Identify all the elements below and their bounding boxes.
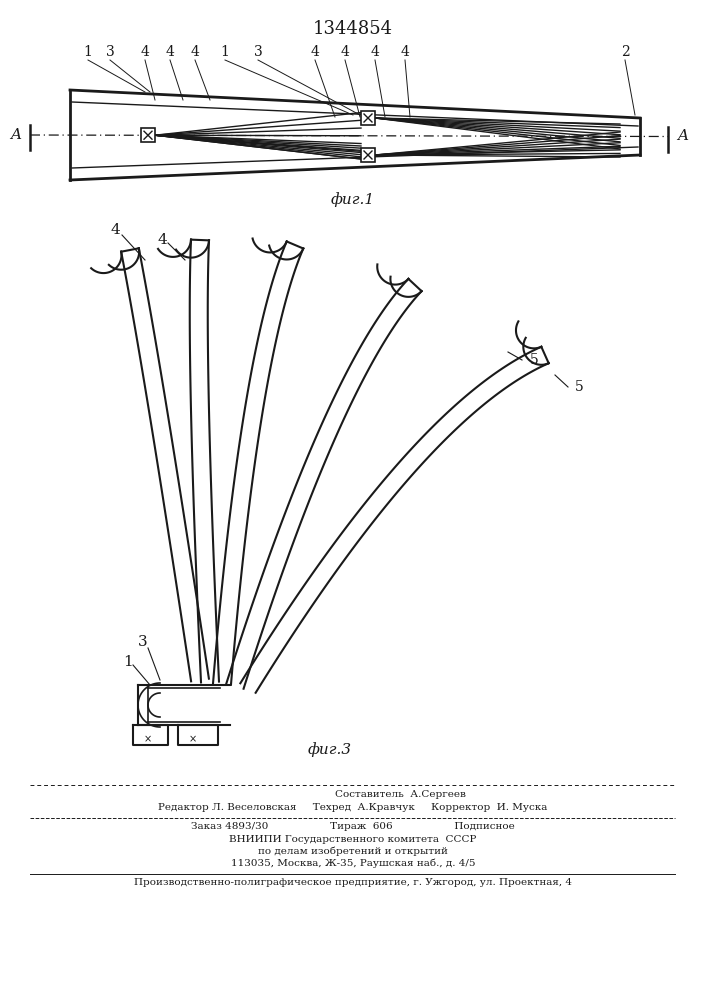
Text: Производственно-полиграфическое предприятие, г. Ужгород, ул. Проектная, 4: Производственно-полиграфическое предприя… xyxy=(134,878,572,887)
Text: 4: 4 xyxy=(141,45,149,59)
Text: 4: 4 xyxy=(110,223,120,237)
Text: 4: 4 xyxy=(310,45,320,59)
Text: A: A xyxy=(11,128,21,142)
Text: 1: 1 xyxy=(83,45,93,59)
Text: по делам изобретений и открытий: по делам изобретений и открытий xyxy=(258,847,448,856)
Text: 113035, Москва, Ж-35, Раушская наб., д. 4/5: 113035, Москва, Ж-35, Раушская наб., д. … xyxy=(230,859,475,868)
Text: 1: 1 xyxy=(221,45,230,59)
Bar xyxy=(361,148,375,162)
Bar xyxy=(361,111,375,125)
Text: ВНИИПИ Государственного комитета  СССР: ВНИИПИ Государственного комитета СССР xyxy=(229,835,477,844)
Text: ×: × xyxy=(144,734,152,744)
Text: 4: 4 xyxy=(370,45,380,59)
Text: 5: 5 xyxy=(575,380,584,394)
Text: 3: 3 xyxy=(254,45,262,59)
Text: 1344854: 1344854 xyxy=(313,20,393,38)
Text: 4: 4 xyxy=(165,45,175,59)
Text: фиг.3: фиг.3 xyxy=(308,742,352,757)
Text: 2: 2 xyxy=(621,45,629,59)
Text: Заказ 4893/30                   Тираж  606                   Подписное: Заказ 4893/30 Тираж 606 Подписное xyxy=(191,822,515,831)
Text: фиг.1: фиг.1 xyxy=(331,192,375,207)
Text: Редактор Л. Веселовская     Техред  А.Кравчук     Корректор  И. Муска: Редактор Л. Веселовская Техред А.Кравчук… xyxy=(158,803,548,812)
Text: Составитель  А.Сергеев: Составитель А.Сергеев xyxy=(334,790,465,799)
Text: 4: 4 xyxy=(157,233,167,247)
Text: 4: 4 xyxy=(401,45,409,59)
Text: 4: 4 xyxy=(191,45,199,59)
Text: 3: 3 xyxy=(105,45,115,59)
Text: A: A xyxy=(677,129,689,143)
Bar xyxy=(141,128,155,142)
Text: ×: × xyxy=(189,734,197,744)
Text: 3: 3 xyxy=(138,635,148,649)
Text: 1: 1 xyxy=(123,655,133,669)
Text: 5: 5 xyxy=(530,353,539,367)
Text: 4: 4 xyxy=(341,45,349,59)
